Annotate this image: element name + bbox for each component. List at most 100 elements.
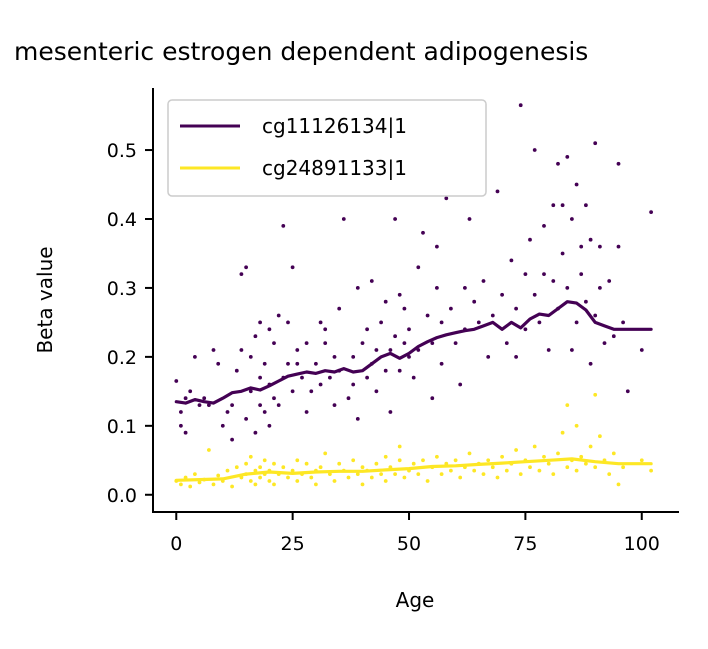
data-point-series-1-24 bbox=[252, 333, 258, 339]
data-point-series-2-68 bbox=[434, 454, 440, 460]
data-point-series-1-73 bbox=[383, 368, 389, 374]
data-point-series-1-77 bbox=[392, 333, 398, 339]
data-point-series-2-63 bbox=[411, 461, 417, 467]
data-point-series-1-82 bbox=[401, 340, 407, 346]
data-point-series-2-96 bbox=[564, 464, 570, 470]
data-point-series-1-19 bbox=[243, 264, 249, 270]
data-point-series-2-86 bbox=[518, 471, 524, 477]
y-tick-label-3: 0.3 bbox=[107, 278, 137, 300]
data-point-series-2-53 bbox=[373, 461, 379, 467]
data-point-series-2-76 bbox=[471, 468, 477, 474]
data-point-series-1-15 bbox=[229, 402, 235, 408]
data-point-series-1-5 bbox=[187, 388, 193, 394]
data-point-series-1-63 bbox=[355, 285, 361, 291]
data-point-series-1-32 bbox=[266, 326, 272, 332]
data-point-series-1-79 bbox=[397, 292, 403, 298]
data-point-series-1-20 bbox=[243, 416, 249, 422]
data-point-series-1-124 bbox=[550, 202, 556, 208]
data-point-series-2-65 bbox=[420, 457, 426, 463]
data-point-series-2-36 bbox=[304, 461, 310, 467]
data-point-series-2-106 bbox=[597, 433, 603, 439]
data-point-series-1-13 bbox=[225, 409, 231, 415]
data-point-series-1-51 bbox=[318, 381, 324, 387]
data-point-series-2-81 bbox=[494, 474, 500, 480]
y-tick-label-2: 0.2 bbox=[107, 347, 137, 369]
legend-box bbox=[167, 99, 487, 197]
data-point-series-1-68 bbox=[369, 278, 375, 284]
data-point-series-1-55 bbox=[331, 354, 337, 360]
data-point-series-1-148 bbox=[611, 333, 617, 339]
data-point-series-2-72 bbox=[453, 457, 459, 463]
data-point-series-1-37 bbox=[280, 223, 286, 229]
data-point-series-2-28 bbox=[271, 481, 277, 487]
data-point-series-1-95 bbox=[439, 361, 445, 367]
data-point-series-1-115 bbox=[522, 271, 528, 277]
x-tick-label-3: 75 bbox=[513, 533, 537, 555]
data-point-series-1-6 bbox=[192, 354, 198, 360]
data-point-series-2-89 bbox=[532, 443, 538, 449]
data-point-series-1-29 bbox=[262, 361, 268, 367]
data-point-series-1-50 bbox=[318, 319, 324, 325]
data-point-series-1-99 bbox=[457, 381, 463, 387]
data-point-series-1-54 bbox=[327, 375, 333, 381]
x-tick-label-2: 50 bbox=[397, 533, 421, 555]
data-point-series-1-125 bbox=[550, 278, 556, 284]
trend-line-series-2 bbox=[174, 457, 653, 482]
data-point-series-1-4 bbox=[183, 395, 189, 401]
data-point-series-1-67 bbox=[364, 326, 370, 332]
data-point-series-1-140 bbox=[588, 361, 594, 367]
data-point-series-1-151 bbox=[620, 319, 626, 325]
data-point-series-1-72 bbox=[378, 319, 384, 325]
data-point-series-2-104 bbox=[592, 464, 598, 470]
data-point-series-1-75 bbox=[387, 347, 393, 353]
data-point-series-1-89 bbox=[425, 312, 431, 318]
data-point-series-1-128 bbox=[560, 251, 566, 257]
data-point-series-1-7 bbox=[197, 402, 203, 408]
data-point-series-2-21 bbox=[257, 464, 263, 470]
data-point-series-2-112 bbox=[639, 457, 645, 463]
x-tick-label-0: 0 bbox=[170, 533, 182, 555]
data-point-series-2-113 bbox=[648, 468, 654, 474]
legend: cg11126134|1 cg24891133|1 bbox=[167, 99, 487, 197]
data-point-series-1-141 bbox=[588, 237, 594, 243]
chart-title: mesenteric estrogen dependent adipogenes… bbox=[14, 37, 588, 66]
data-point-series-1-91 bbox=[429, 395, 435, 401]
data-point-series-2-105 bbox=[592, 392, 598, 398]
data-point-series-2-108 bbox=[606, 471, 612, 477]
data-point-series-2-110 bbox=[615, 481, 621, 487]
data-point-series-1-147 bbox=[606, 278, 612, 284]
data-point-series-1-41 bbox=[290, 264, 296, 270]
data-point-series-1-154 bbox=[648, 209, 654, 215]
data-point-series-2-80 bbox=[490, 464, 496, 470]
data-point-series-2-78 bbox=[480, 471, 486, 477]
data-point-series-2-109 bbox=[611, 450, 617, 456]
data-point-series-2-34 bbox=[294, 457, 300, 463]
data-point-series-2-103 bbox=[588, 443, 594, 449]
data-point-series-2-59 bbox=[397, 457, 403, 463]
data-point-series-1-78 bbox=[392, 216, 398, 222]
data-point-series-1-109 bbox=[499, 292, 505, 298]
data-point-series-2-88 bbox=[527, 464, 533, 470]
data-point-series-2-30 bbox=[280, 464, 286, 470]
data-point-series-1-66 bbox=[364, 375, 370, 381]
data-point-series-2-90 bbox=[536, 468, 542, 474]
data-point-series-1-144 bbox=[597, 285, 603, 291]
trend-lines bbox=[174, 300, 653, 482]
data-point-series-1-92 bbox=[434, 285, 440, 291]
data-point-series-2-73 bbox=[457, 474, 463, 480]
data-point-series-2-20 bbox=[252, 481, 258, 487]
data-point-series-2-91 bbox=[541, 454, 547, 460]
y-axis-label: Beta value bbox=[33, 246, 57, 353]
y-tick-label-5: 0.5 bbox=[107, 140, 137, 162]
data-point-series-2-94 bbox=[555, 450, 561, 456]
data-point-series-2-4 bbox=[192, 471, 198, 477]
data-point-series-1-120 bbox=[536, 319, 542, 325]
x-tick-label-1: 25 bbox=[281, 533, 305, 555]
data-point-series-2-17 bbox=[248, 478, 254, 484]
data-point-series-2-40 bbox=[318, 464, 324, 470]
data-point-series-2-46 bbox=[345, 474, 351, 480]
data-point-series-1-98 bbox=[453, 340, 459, 346]
data-point-series-1-118 bbox=[532, 292, 538, 298]
data-point-series-1-76 bbox=[387, 409, 393, 415]
